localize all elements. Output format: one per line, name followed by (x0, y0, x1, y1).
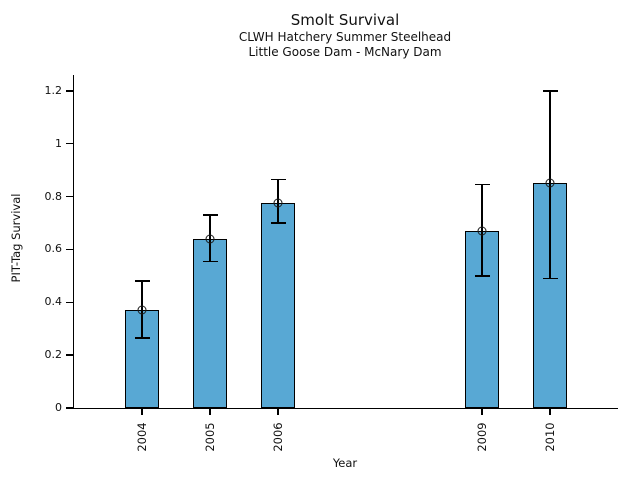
bar-2006 (261, 203, 295, 408)
y-tick (66, 143, 73, 145)
x-tick (549, 408, 551, 415)
y-tick (66, 301, 73, 303)
chart-subtitle-line1: CLWH Hatchery Summer Steelhead (238, 30, 452, 44)
bar-2005 (193, 238, 227, 408)
y-tick (66, 248, 73, 251)
y-tick-label: 1.2 (44, 83, 63, 97)
y-tick-label: 0.4 (44, 295, 63, 309)
x-tick-label: 2009 (475, 422, 489, 452)
error-bar-cap-bottom (474, 275, 490, 277)
y-tick-label: 1 (55, 136, 62, 150)
y-tick (66, 90, 73, 92)
x-tick-label: 2004 (135, 422, 149, 452)
x-tick (141, 408, 143, 415)
x-tick-label: 2010 (543, 422, 557, 452)
x-tick (481, 408, 483, 415)
y-tick-label: 0 (55, 401, 62, 414)
error-bar-cap-top (542, 90, 558, 92)
error-bar-cap-bottom (134, 337, 150, 339)
chart-subtitle-line2: Little Goose Dam - McNary Dam (248, 45, 442, 59)
error-bar-cap-bottom (542, 277, 558, 280)
y-tick (66, 195, 73, 198)
data-point-marker (273, 198, 283, 208)
y-tick (66, 354, 73, 356)
error-bar-cap-top (134, 280, 150, 282)
error-bar-cap-top (202, 214, 218, 216)
y-axis-label: PIT-Tag Survival (9, 193, 23, 283)
error-bar-cap-top (474, 183, 490, 186)
y-tick (66, 407, 73, 409)
chart-title: Smolt Survival (290, 11, 400, 29)
error-bar-cap-bottom (270, 222, 286, 224)
error-bar-cap-top (270, 178, 286, 181)
data-point-marker (545, 178, 555, 188)
y-tick-label: 0.8 (44, 189, 63, 203)
data-point-marker (477, 226, 487, 236)
x-tick (209, 408, 211, 415)
x-tick-label: 2005 (203, 422, 217, 452)
x-tick-label: 2006 (271, 422, 285, 452)
error-bar-cap-bottom (202, 260, 218, 263)
data-point-marker (137, 305, 147, 315)
y-tick-label: 0.6 (44, 242, 63, 256)
y-tick-label: 0.2 (44, 348, 63, 362)
x-tick (277, 408, 279, 415)
data-point-marker (205, 234, 215, 244)
plot-area: 0 0.2 0.4 0.6 0.8 1 1.2 2004 2005 2006 2009 2010 (45, 75, 618, 452)
x-axis-label: Year (332, 456, 358, 470)
